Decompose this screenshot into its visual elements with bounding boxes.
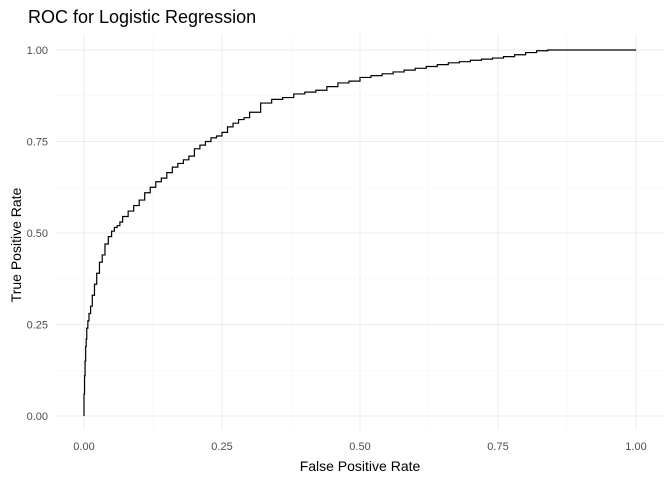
- x-tick-label: 0.25: [211, 441, 232, 453]
- roc-curve-line: [83, 49, 636, 416]
- y-tick-label: 0.75: [27, 137, 48, 149]
- y-tick-label: 0.50: [27, 228, 48, 240]
- x-tick-label: 0.50: [349, 441, 370, 453]
- x-tick-label: 0.00: [73, 441, 94, 453]
- y-axis-title: True Positive Rate: [8, 187, 24, 302]
- x-axis-tick-labels: 0.00 0.25 0.50 0.75 1.00: [73, 441, 646, 453]
- major-gridlines: [56, 34, 664, 430]
- x-axis-title: False Positive Rate: [300, 458, 421, 474]
- chart-title: ROC for Logistic Regression: [28, 7, 256, 27]
- y-tick-label: 0.25: [27, 320, 48, 332]
- x-tick-label: 1.00: [625, 441, 646, 453]
- y-tick-label: 0.00: [27, 411, 48, 423]
- y-tick-label: 1.00: [27, 45, 48, 57]
- x-tick-label: 0.75: [487, 441, 508, 453]
- y-axis-tick-labels: 0.00 0.25 0.50 0.75 1.00: [27, 45, 48, 423]
